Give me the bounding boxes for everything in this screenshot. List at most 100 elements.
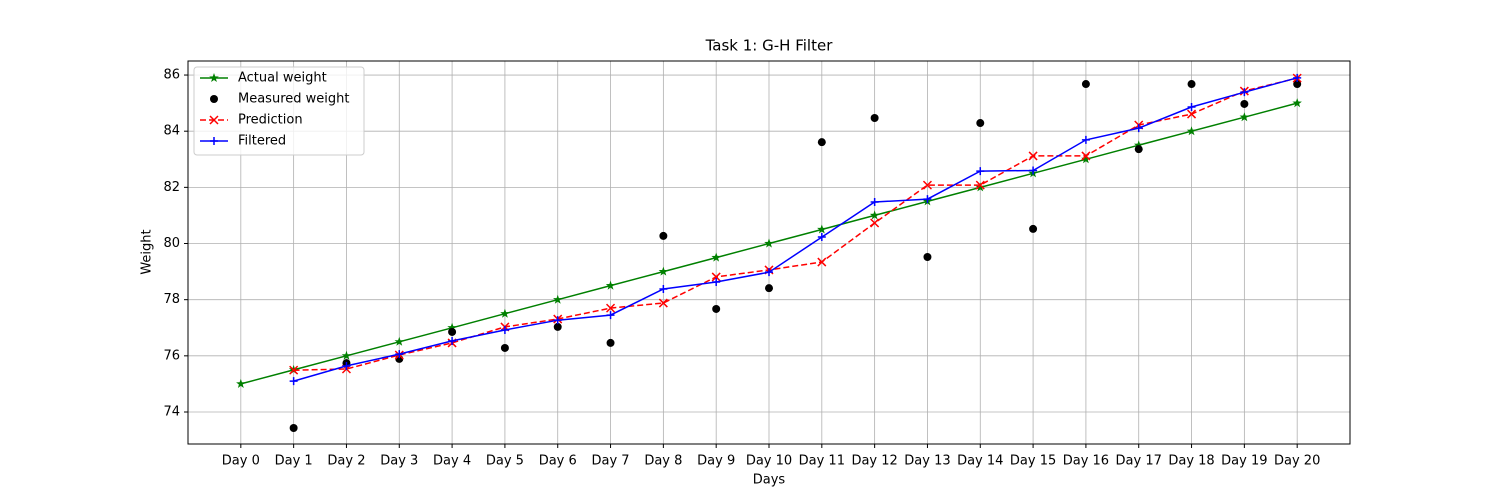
plus-marker: [1187, 103, 1196, 112]
plus-marker: [606, 311, 615, 320]
legend-label: Actual weight: [238, 71, 327, 86]
point: [1187, 80, 1196, 89]
plot-frame: [187, 60, 1351, 445]
x-tick-label: Day 16: [1063, 454, 1109, 469]
legend: Actual weight Measured weight Prediction Fi…: [193, 66, 365, 156]
y-tick-label: 86: [163, 68, 180, 83]
star-marker: [1134, 140, 1144, 150]
plus-marker: [342, 361, 351, 370]
plus-marker: [870, 197, 879, 206]
x-marker: [289, 365, 299, 375]
point: [765, 284, 773, 293]
point: [870, 114, 879, 123]
point: [976, 119, 985, 128]
plus-marker: [1134, 124, 1143, 133]
plus-marker: [923, 195, 932, 204]
x-tick-label: Day 18: [1168, 454, 1214, 469]
plus-marker: [1293, 73, 1302, 82]
star-marker: [1081, 154, 1091, 164]
star-marker: [1239, 112, 1250, 122]
x-tick-label: Day 9: [697, 454, 735, 469]
x-marker: [1081, 151, 1091, 161]
point: [606, 338, 615, 347]
plus-marker: [395, 350, 404, 359]
x-tick-label: Day 3: [380, 454, 418, 469]
point: [1081, 80, 1090, 89]
star-marker: [394, 336, 404, 346]
plus-marker: [659, 285, 668, 294]
x-tick-label: Day 15: [1010, 454, 1056, 469]
x-marker: [711, 272, 721, 282]
x-tick-label: Day 5: [486, 454, 524, 469]
x-tick-label: Day 20: [1274, 454, 1320, 469]
x-marker: [922, 180, 932, 190]
point: [923, 252, 932, 261]
y-tick-label: 80: [163, 236, 180, 251]
y-tick-label: 76: [163, 348, 180, 363]
point: [289, 423, 298, 432]
plus-marker: [817, 233, 826, 242]
star-marker: [500, 308, 510, 318]
star-marker: [236, 378, 246, 388]
plus-marker: [976, 167, 985, 176]
star-marker: [975, 182, 985, 192]
chart-title: Task 1: G-H Filter: [705, 37, 834, 55]
x-tick-label: Day 11: [799, 454, 845, 469]
x-tick-label: Day 7: [592, 454, 630, 469]
x-tick-label: Day 2: [327, 454, 365, 469]
point: [1240, 99, 1249, 108]
point: [1134, 145, 1143, 154]
x-marker: [975, 180, 985, 190]
x-tick-label: Day 10: [746, 454, 792, 469]
x-tick-label: Day 12: [851, 454, 897, 469]
plus-marker: [1240, 88, 1249, 97]
x-marker: [870, 218, 880, 228]
point: [500, 343, 509, 352]
plus-marker: [448, 336, 457, 345]
point: [659, 231, 668, 240]
x-axis-label: Days: [753, 473, 786, 488]
point: [1029, 224, 1038, 233]
point: [1293, 80, 1302, 89]
y-tick-label: 84: [163, 124, 180, 139]
x-tick-label: Day 14: [957, 454, 1003, 469]
x-tick-label: Day 13: [904, 454, 950, 469]
y-axis-label: Weight: [140, 229, 155, 274]
star-marker: [817, 224, 827, 234]
x-marker: [606, 303, 616, 313]
plus-marker: [210, 137, 218, 145]
y-tick-label: 82: [163, 180, 180, 195]
star-marker: [447, 322, 457, 332]
star-marker: [764, 238, 774, 248]
y-tick-label: 78: [163, 292, 180, 307]
x-marker: [209, 115, 219, 125]
plus-marker: [765, 268, 773, 277]
plus-marker: [500, 325, 509, 334]
plus-marker: [553, 316, 562, 325]
x-tick-label: Day 4: [433, 454, 471, 469]
legend-box: [193, 66, 365, 156]
star-marker: [869, 210, 880, 220]
legend-label: Measured weight: [238, 92, 349, 107]
x-tick-label: Day 0: [222, 454, 260, 469]
legend-label: Filtered: [238, 134, 286, 149]
star-marker: [209, 73, 219, 82]
x-tick-label: Day 17: [1116, 454, 1162, 469]
x-tick-label: Day 6: [539, 454, 577, 469]
legend-label: Prediction: [238, 113, 303, 128]
plus-marker: [289, 377, 298, 386]
x-tick-label: Day 8: [644, 454, 682, 469]
star-marker: [605, 280, 616, 290]
point: [712, 304, 721, 313]
point: [210, 95, 218, 103]
star-marker: [553, 294, 563, 304]
star-marker: [1186, 126, 1197, 136]
plus-marker: [712, 277, 721, 286]
star-marker: [658, 266, 669, 276]
x-marker: [658, 298, 668, 308]
y-tick-label: 74: [163, 404, 180, 419]
plus-marker: [1081, 135, 1090, 144]
point: [817, 138, 826, 147]
star-marker: [711, 252, 721, 262]
x-marker: [817, 257, 827, 267]
